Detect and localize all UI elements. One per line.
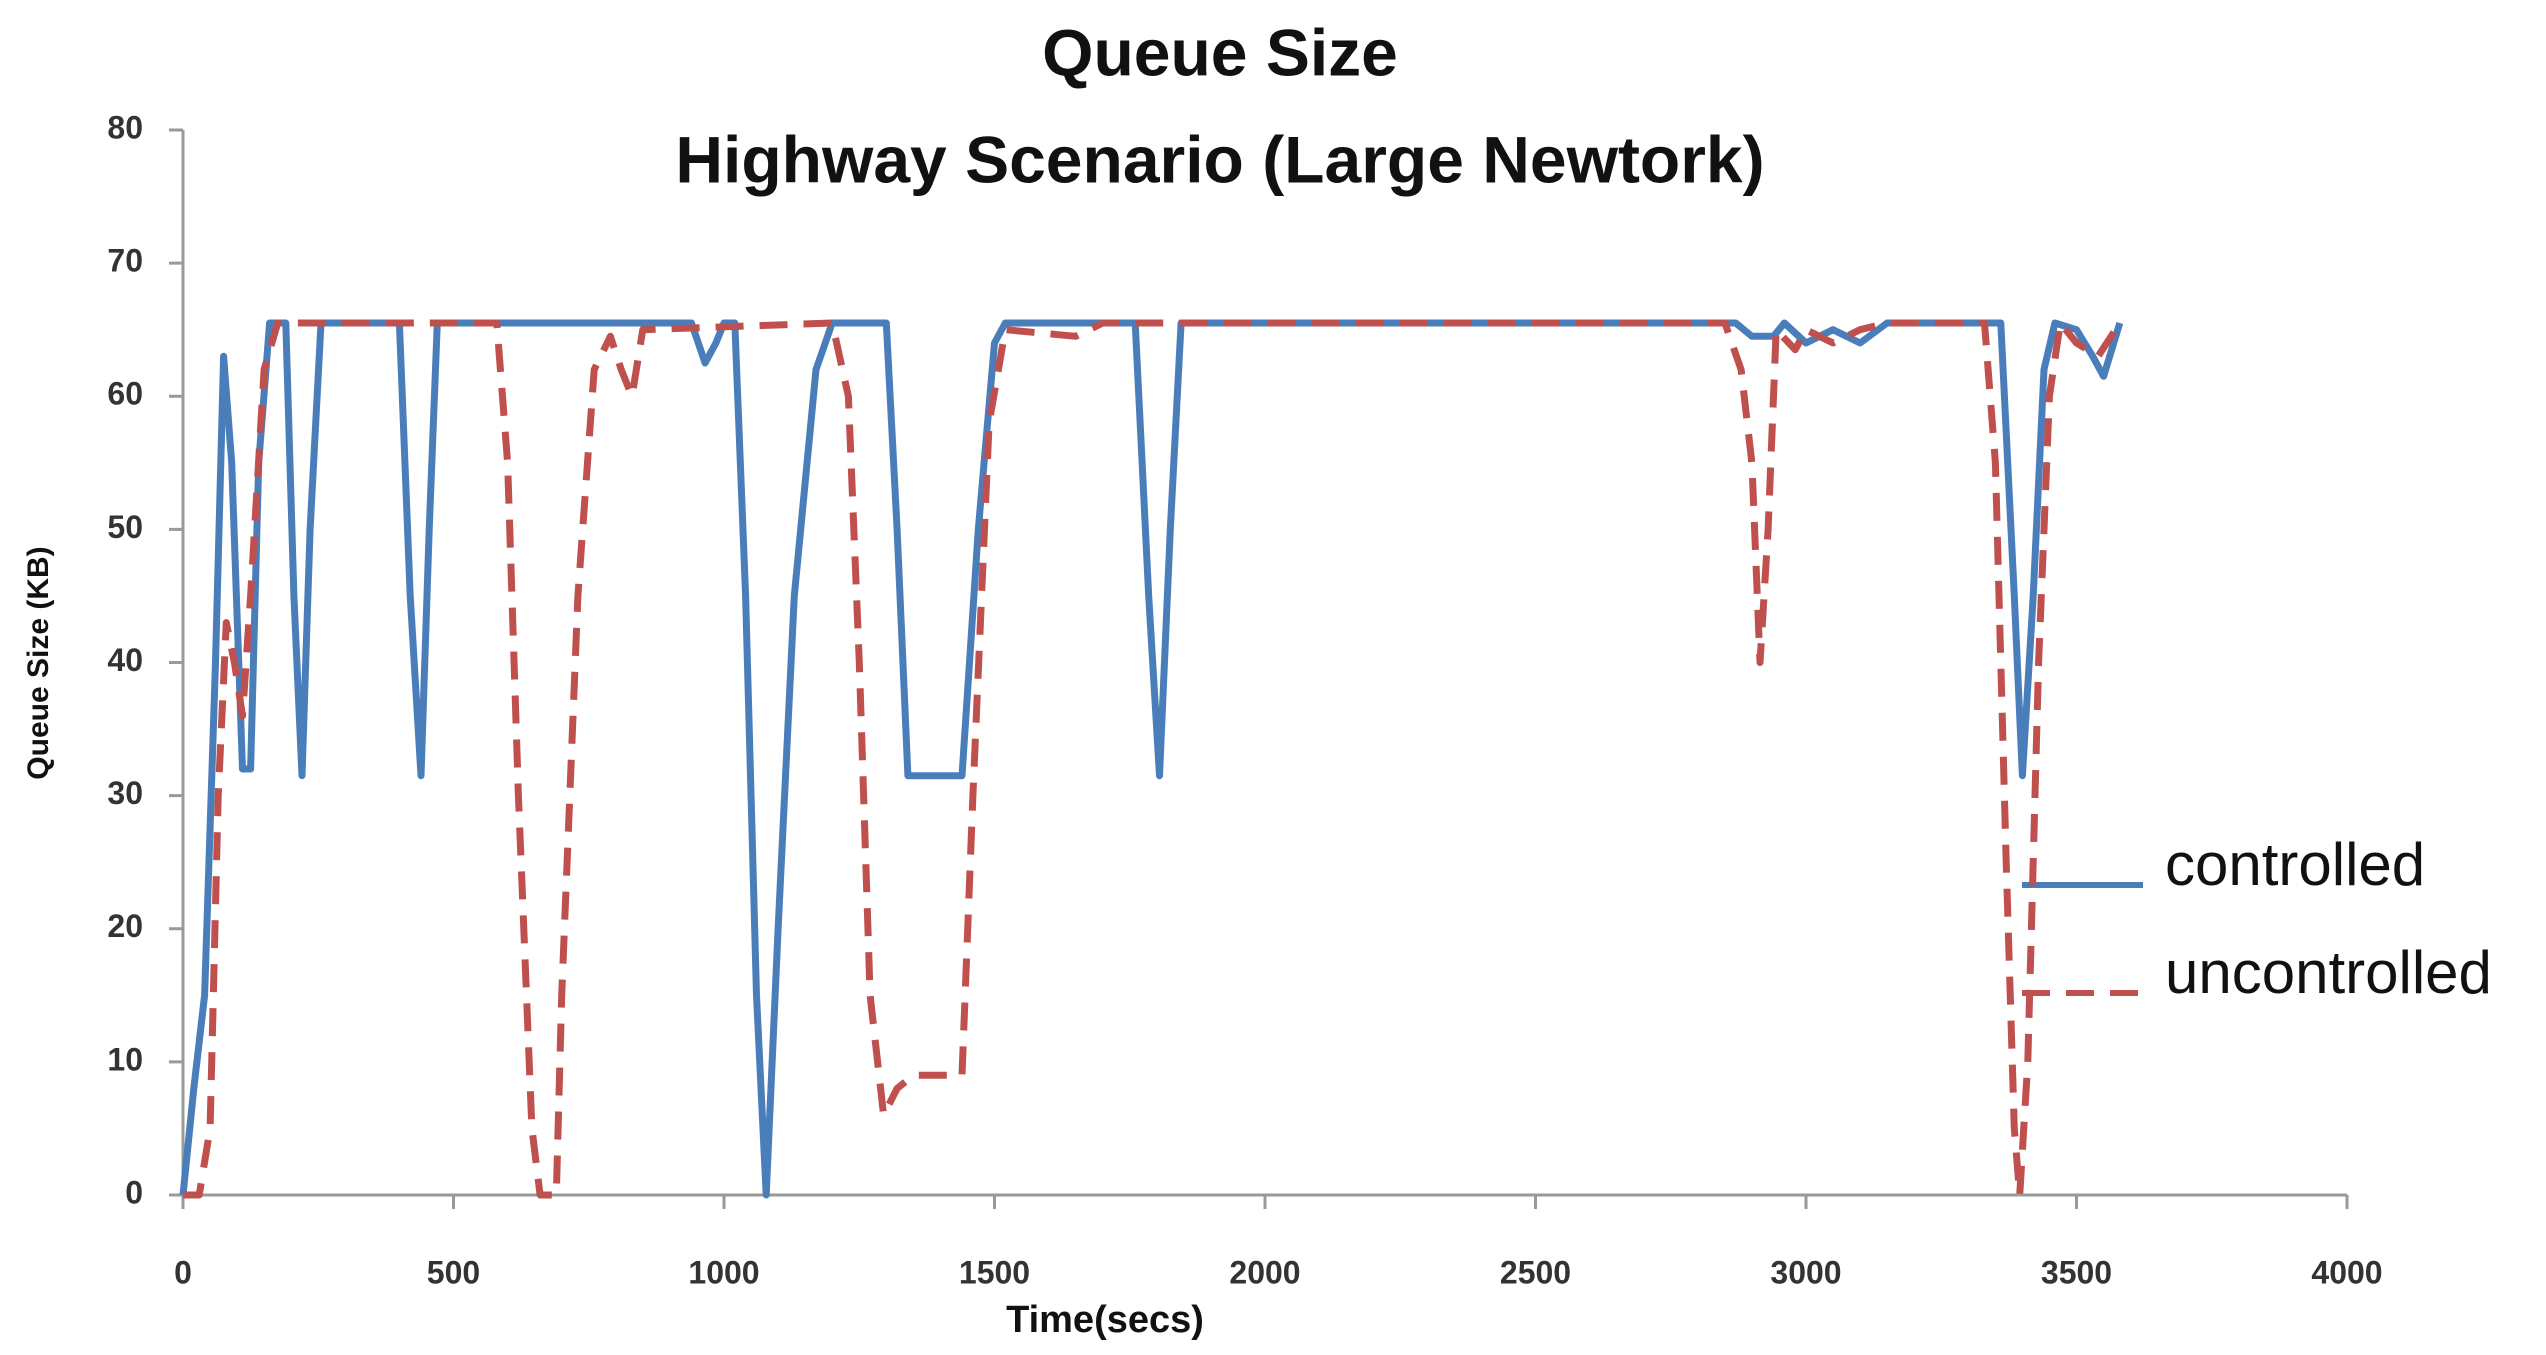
x-tick-label: 0 bbox=[174, 1254, 192, 1290]
x-tick-label: 2000 bbox=[1229, 1254, 1300, 1290]
y-tick-label: 70 bbox=[107, 243, 143, 279]
x-tick-label: 3000 bbox=[1770, 1254, 1841, 1290]
y-tick-label: 10 bbox=[107, 1041, 143, 1077]
x-tick-label: 1000 bbox=[688, 1254, 759, 1290]
y-axis-label: Queue Size (KB) bbox=[22, 546, 55, 779]
x-tick-label: 4000 bbox=[2311, 1254, 2382, 1290]
chart-title: Queue Size bbox=[1042, 15, 1398, 89]
line-controlled bbox=[179, 319, 2124, 1199]
y-tick-label: 40 bbox=[107, 642, 143, 678]
y-tick-label: 20 bbox=[107, 908, 143, 944]
x-tick-label: 2500 bbox=[1500, 1254, 1571, 1290]
legend-label: uncontrolled bbox=[2165, 939, 2492, 1006]
y-tick-label: 0 bbox=[125, 1174, 143, 1210]
x-tick-label: 500 bbox=[427, 1254, 480, 1290]
y-tick-label: 50 bbox=[107, 509, 143, 545]
chart-subtitle: Highway Scenario (Large Newtork) bbox=[675, 122, 1764, 196]
y-tick-label: 30 bbox=[107, 775, 143, 811]
y-tick-label: 60 bbox=[107, 376, 143, 412]
legend-label: controlled bbox=[2165, 831, 2425, 898]
x-tick-label: 3500 bbox=[2041, 1254, 2112, 1290]
x-tick-label: 1500 bbox=[959, 1254, 1030, 1290]
y-tick-label: 80 bbox=[107, 109, 143, 145]
line-uncontrolled bbox=[183, 319, 2123, 1199]
x-axis-label: Time(secs) bbox=[1006, 1299, 1204, 1341]
